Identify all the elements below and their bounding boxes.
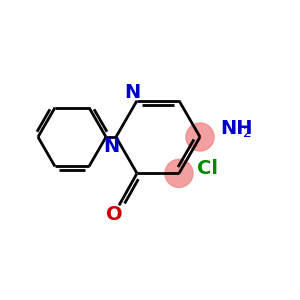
Text: 2: 2 [243,126,252,140]
Text: N: N [124,83,140,102]
Circle shape [165,159,193,188]
Circle shape [186,123,214,151]
Text: NH: NH [220,118,253,137]
Text: Cl: Cl [196,159,218,178]
Text: O: O [106,205,122,224]
Text: N: N [103,136,119,155]
